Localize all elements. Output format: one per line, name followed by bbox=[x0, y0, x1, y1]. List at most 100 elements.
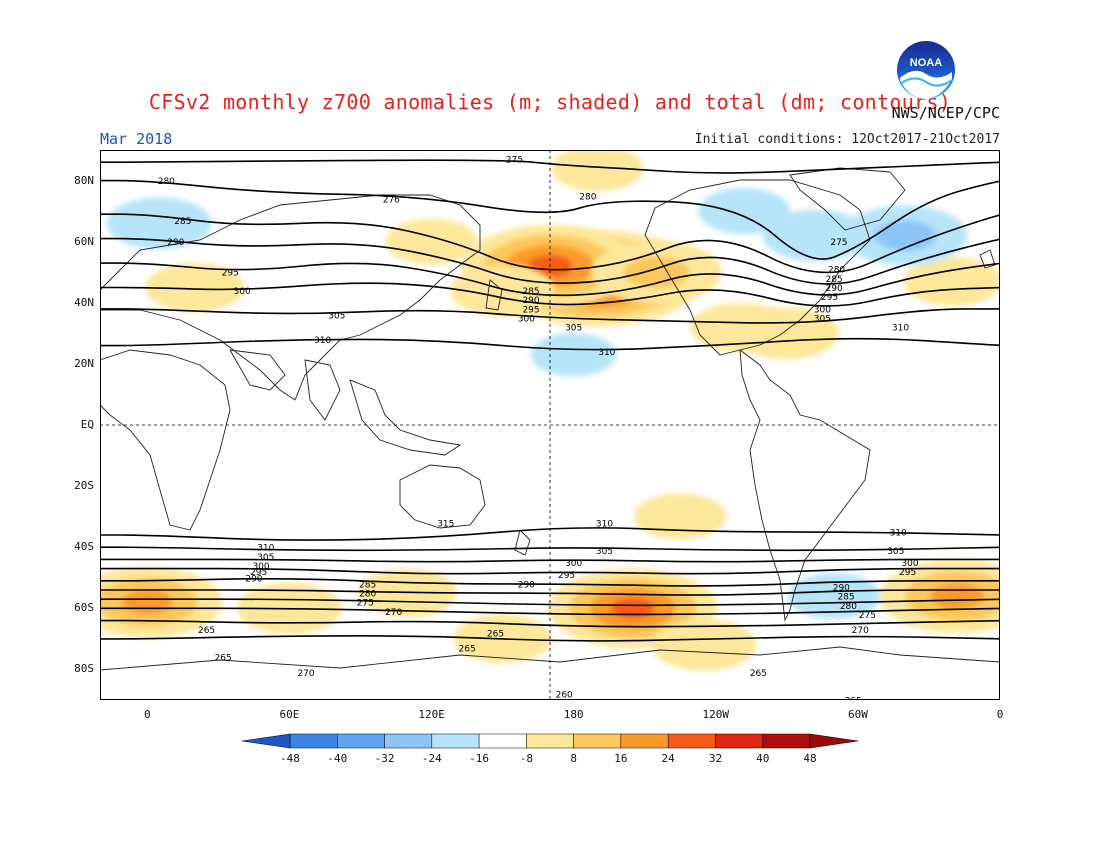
negative-anomaly-patch bbox=[762, 209, 868, 262]
positive-anomaly-patch bbox=[145, 263, 244, 312]
contour-label: 305 bbox=[596, 547, 613, 557]
contour-label: 270 bbox=[297, 669, 314, 679]
lat-label: 40N bbox=[74, 295, 94, 309]
contour-label: 270 bbox=[385, 608, 402, 618]
contour-label: 270 bbox=[852, 626, 869, 636]
colorbar-label: -40 bbox=[327, 752, 348, 765]
contour-line-290 bbox=[100, 577, 1000, 587]
contour-label-text: 305 bbox=[257, 553, 274, 563]
contour-label-text: 280 bbox=[579, 192, 596, 202]
contour-label: 265 bbox=[198, 626, 215, 636]
contour-label: 305 bbox=[257, 553, 274, 563]
positive-anomaly-patch bbox=[551, 150, 644, 192]
contour-label: 280 bbox=[579, 192, 596, 202]
contour-label-text: 295 bbox=[821, 293, 838, 303]
contour-label-text: 310 bbox=[596, 519, 613, 529]
contour-label-text: 270 bbox=[297, 669, 314, 679]
contour-label: 280 bbox=[359, 590, 376, 600]
contour-label: 260 bbox=[556, 690, 573, 700]
contour-label: 310 bbox=[598, 348, 615, 358]
contour-label: 310 bbox=[257, 544, 274, 554]
positive-anomaly-patch bbox=[450, 264, 556, 317]
valid-month-label: Mar 2018 bbox=[100, 130, 173, 148]
contour-line-280 bbox=[100, 598, 1000, 607]
contour-label: 285 bbox=[522, 287, 539, 297]
contour-label: 275 bbox=[506, 156, 523, 166]
contour-label: 275 bbox=[859, 611, 876, 621]
lon-label: 0 bbox=[144, 708, 151, 721]
contour-label-text: 300 bbox=[565, 559, 582, 569]
contour-label: 265 bbox=[215, 654, 232, 664]
contour-label: 295 bbox=[821, 293, 838, 303]
contour-line-285 bbox=[100, 213, 1000, 274]
map-title: CFSv2 monthly z700 anomalies (m; shaded)… bbox=[148, 90, 952, 114]
contour-label: 305 bbox=[328, 312, 345, 322]
negative-anomaly-patch bbox=[530, 333, 617, 377]
contour-label-text: 285 bbox=[174, 217, 191, 227]
colorbar-swatch bbox=[715, 733, 763, 749]
lon-label: 180 bbox=[563, 708, 584, 721]
contour-label: 290 bbox=[518, 580, 535, 590]
contour-label-text: 265 bbox=[459, 645, 476, 655]
contour-line-295 bbox=[100, 262, 1000, 297]
colorbar-label: 48 bbox=[803, 752, 817, 765]
negative-anomaly-patch bbox=[106, 197, 212, 250]
contour-label: 310 bbox=[890, 528, 907, 538]
height-contours bbox=[100, 159, 1000, 642]
contour-line-300 bbox=[100, 282, 1000, 307]
colorbar-label: -16 bbox=[469, 752, 490, 765]
contour-label-text: 300 bbox=[901, 559, 918, 569]
lon-label: 60E bbox=[279, 708, 300, 721]
colorbar-label: -48 bbox=[280, 752, 300, 765]
lat-label: 40S bbox=[74, 540, 94, 554]
contour-label-text: 285 bbox=[837, 593, 854, 603]
contour-label-text: 290 bbox=[522, 296, 539, 306]
contour-label: 295 bbox=[250, 568, 267, 578]
contour-line-305 bbox=[100, 308, 1000, 324]
contour-label-text: 285 bbox=[826, 275, 843, 285]
contour-label: 280 bbox=[840, 602, 857, 612]
contour-label-text: 280 bbox=[840, 602, 857, 612]
contour-line-310 bbox=[100, 337, 1000, 351]
lon-label: 0 bbox=[996, 708, 1004, 721]
contour-label-text: 300 bbox=[518, 315, 535, 325]
agency-label: NWS/NCEP/CPC bbox=[891, 104, 1000, 122]
positive-anomaly-patch bbox=[122, 590, 173, 615]
contour-label-text: 305 bbox=[887, 547, 904, 557]
contour-label-text: 300 bbox=[234, 287, 251, 297]
contour-label-text: 290 bbox=[833, 583, 850, 593]
contour-label-text: 276 bbox=[383, 195, 400, 205]
contour-label-text: 310 bbox=[892, 324, 909, 334]
negative-anomaly-patch bbox=[698, 188, 791, 235]
colorbar-swatch bbox=[620, 733, 669, 749]
contour-label-text: 295 bbox=[558, 571, 575, 581]
contour-label: 290 bbox=[826, 284, 843, 294]
contour-label-text: 295 bbox=[250, 568, 267, 578]
contour-line-285 bbox=[100, 589, 1000, 596]
contour-label-text: 275 bbox=[357, 599, 374, 609]
contour-label-text: 275 bbox=[859, 611, 876, 621]
contour-label-text: 295 bbox=[899, 568, 916, 578]
contour-label-text: 280 bbox=[828, 266, 845, 276]
contour-label-text: 290 bbox=[245, 574, 262, 584]
contour-label-text: 300 bbox=[252, 562, 269, 572]
contour-label: 290 bbox=[522, 296, 539, 306]
contour-label: 265 bbox=[487, 629, 504, 639]
contour-line-265 bbox=[100, 635, 1000, 642]
positive-anomaly-patch bbox=[611, 598, 654, 619]
contour-label-text: 310 bbox=[890, 528, 907, 538]
contour-line-280 bbox=[100, 179, 1000, 260]
colorbar-label: 24 bbox=[661, 752, 675, 765]
colorbar-swatch bbox=[337, 733, 385, 749]
colorbar-low-triangle bbox=[241, 733, 291, 749]
contour-label: 300 bbox=[901, 559, 918, 569]
negative-anomaly-patch bbox=[788, 573, 881, 620]
contour-label-text: 285 bbox=[522, 287, 539, 297]
contour-label-text: 290 bbox=[518, 580, 535, 590]
contour-label: 280 bbox=[828, 266, 845, 276]
contour-label-text: 295 bbox=[522, 305, 539, 315]
lat-label: 80S bbox=[74, 662, 94, 676]
colorbar-swatch bbox=[384, 733, 433, 749]
